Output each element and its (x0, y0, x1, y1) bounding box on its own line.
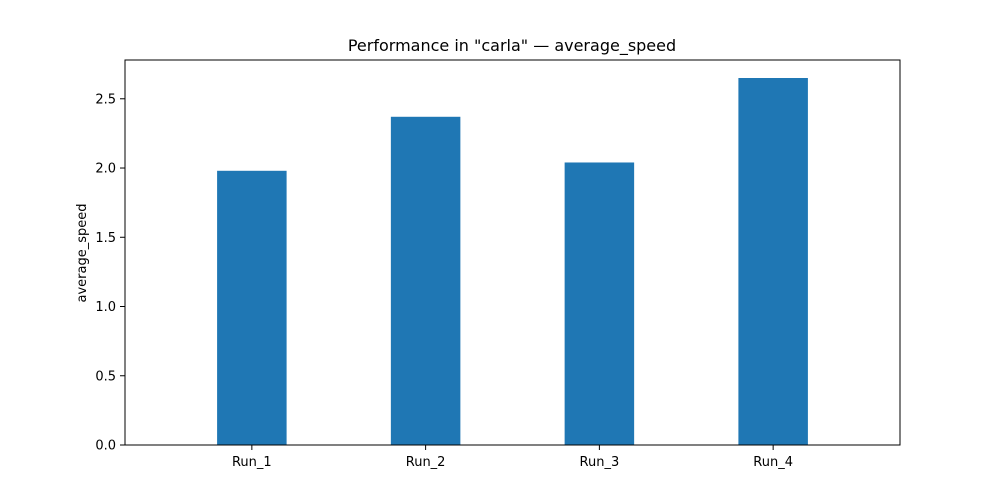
bars-layer (217, 78, 808, 446)
y-tick-label: 0.5 (95, 369, 116, 384)
y-tick-label: 1.5 (95, 231, 116, 246)
x-axis: Run_1 Run_2 Run_3 Run_4 (232, 445, 793, 470)
bar-run-2 (390, 116, 461, 445)
chart-title: Performance in "carla" — average_speed (348, 36, 676, 56)
x-tick-label: Run_2 (406, 455, 446, 470)
y-tick-label: 1.0 (95, 300, 116, 315)
y-axis: 0.0 0.5 1.0 1.5 2.0 2.5 (95, 92, 125, 454)
y-axis-label: average_speed (75, 204, 90, 303)
x-tick-label: Run_1 (232, 455, 272, 470)
bar-run-1 (217, 170, 287, 445)
x-tick-label: Run_3 (580, 455, 620, 470)
y-tick-label: 2.0 (95, 162, 116, 177)
y-tick-label: 2.5 (95, 92, 116, 107)
y-tick-label: 0.0 (95, 439, 116, 454)
plot-frame (124, 59, 901, 446)
x-tick-label: Run_4 (753, 455, 793, 470)
bar-run-4 (738, 78, 808, 445)
bar-run-3 (564, 162, 635, 446)
